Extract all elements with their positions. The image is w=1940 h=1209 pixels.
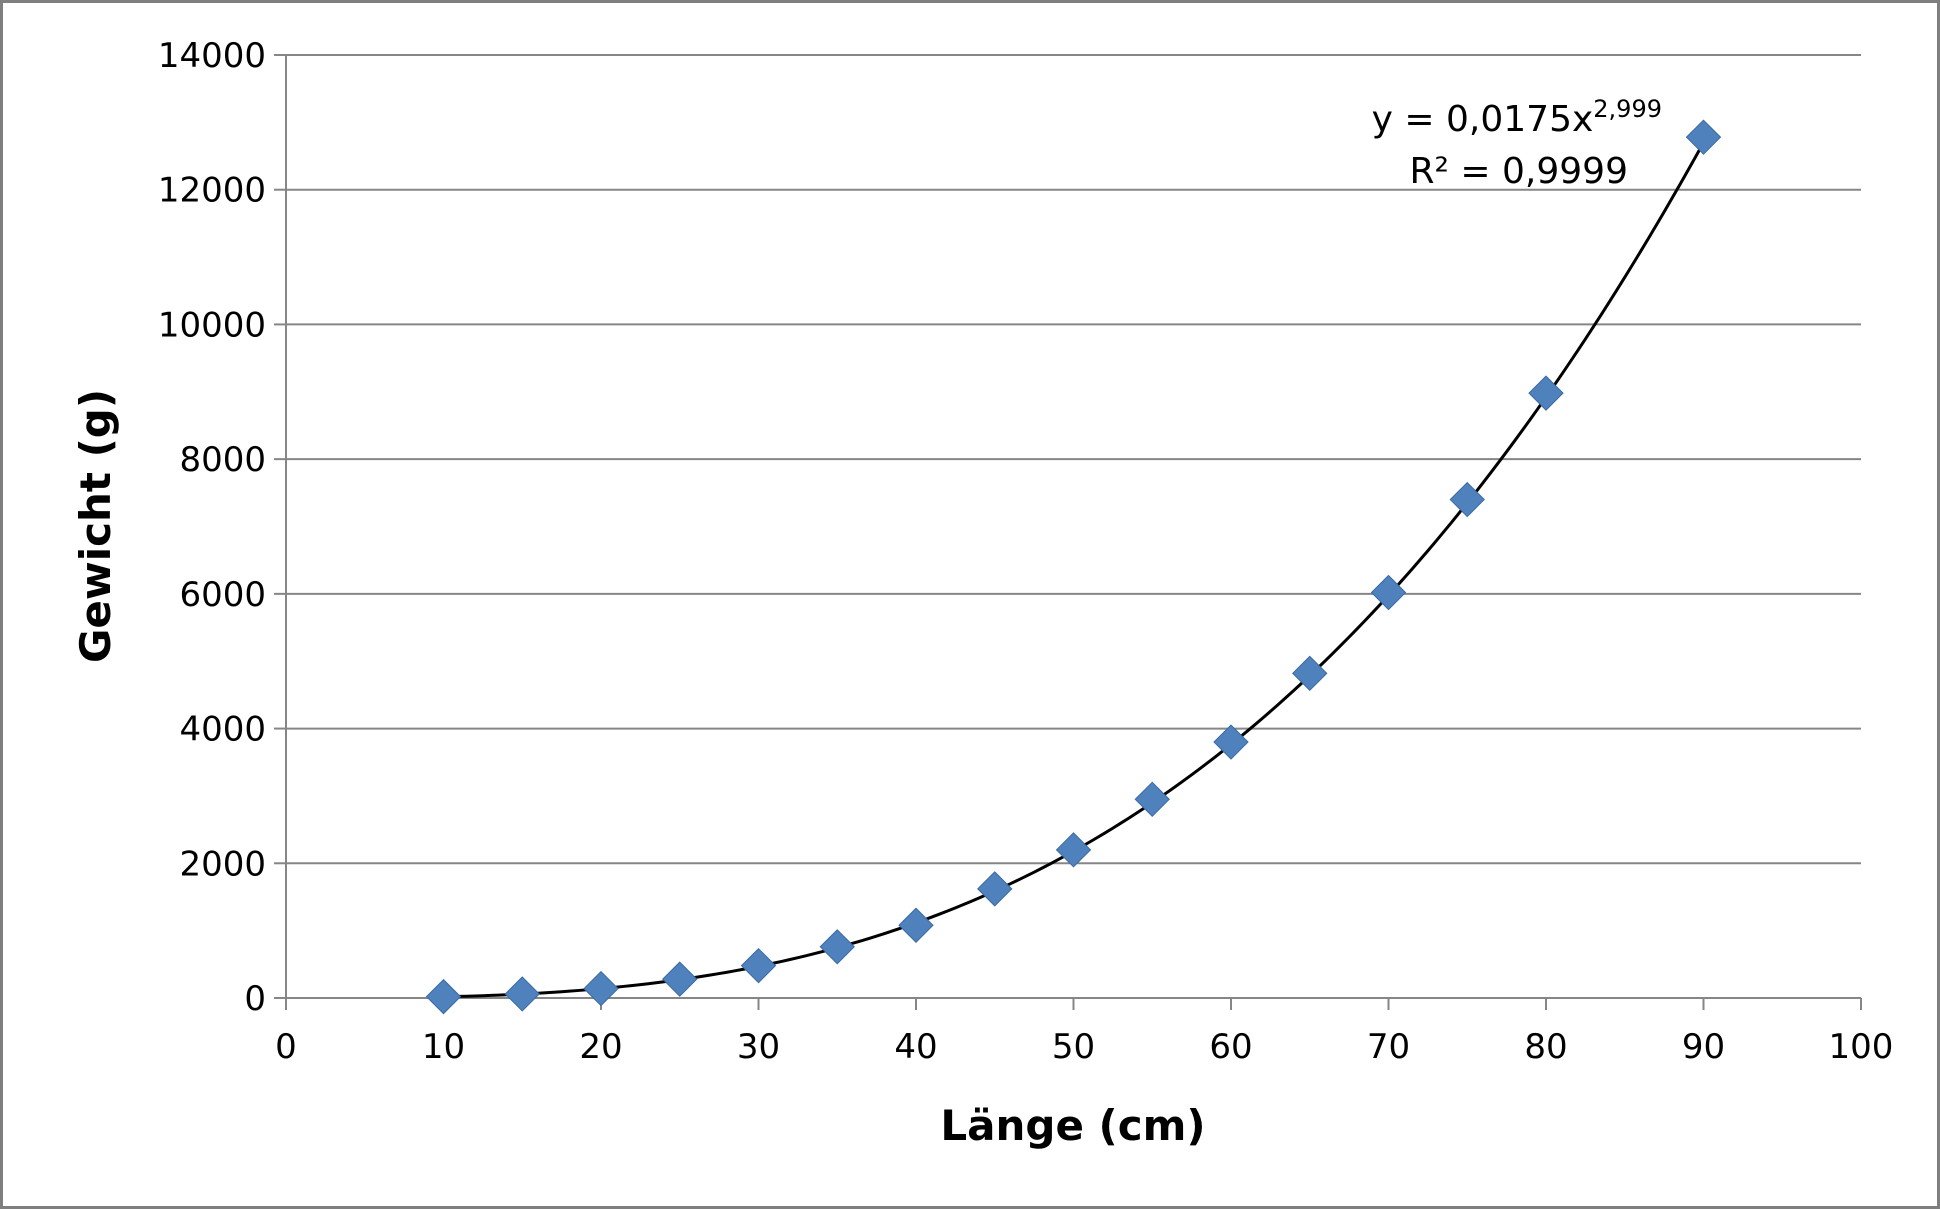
x-tick-label: 90 [1682, 1027, 1725, 1067]
scatter-chart: 0 2000 4000 6000 8000 10000 12000 14000 0 10 20 30 4… [71, 36, 1894, 1150]
data-point [1370, 574, 1407, 611]
data-point [662, 961, 698, 997]
trendline-r-squared: R² = 0,9999 [1410, 151, 1628, 192]
trendline-equation: y = 0,0175x2,999 [1372, 95, 1662, 140]
data-points [425, 119, 1722, 1015]
data-point [504, 976, 540, 1012]
y-tick-label: 6000 [179, 575, 266, 615]
y-tick-label: 14000 [158, 36, 266, 76]
axes [274, 54, 1862, 1010]
data-point [1134, 781, 1170, 818]
data-point [1449, 481, 1485, 518]
x-tick-label: 20 [579, 1027, 622, 1067]
data-point [1685, 119, 1722, 155]
y-tick-label: 0 [244, 979, 266, 1019]
x-tick-label: 70 [1367, 1027, 1410, 1067]
x-tick-label: 50 [1052, 1027, 1095, 1067]
x-tick-label: 40 [894, 1027, 937, 1067]
x-tick-label: 80 [1524, 1027, 1567, 1067]
x-tick-label: 100 [1829, 1027, 1894, 1067]
y-tick-label: 12000 [158, 171, 266, 211]
y-tick-label: 10000 [158, 305, 266, 345]
data-point [1292, 655, 1328, 692]
x-tick-label: 10 [422, 1027, 465, 1067]
data-point [1213, 724, 1249, 760]
data-point [1528, 375, 1564, 411]
y-tick-label: 8000 [179, 440, 266, 480]
x-tick-label: 60 [1209, 1027, 1252, 1067]
data-point [977, 871, 1013, 907]
trendline-equation-exponent: 2,999 [1593, 95, 1662, 123]
grid-lines [286, 54, 1861, 865]
trendline-equation-base: y = 0,0175x [1372, 99, 1594, 140]
data-point [740, 947, 777, 984]
y-axis-title: Gewicht (g) [71, 389, 120, 663]
data-point [819, 929, 855, 965]
data-point [1055, 832, 1092, 868]
y-tick-label: 4000 [179, 710, 266, 750]
data-point [583, 970, 619, 1007]
data-point [898, 907, 934, 943]
x-axis-title: Länge (cm) [940, 1101, 1205, 1150]
x-tick-label: 30 [737, 1027, 780, 1067]
tick-labels: 0 2000 4000 6000 8000 10000 12000 14000 0 10 20 30 4… [158, 36, 1894, 1067]
x-tick-label: 0 [275, 1027, 297, 1067]
trendline [443, 141, 1705, 999]
y-tick-label: 2000 [179, 844, 266, 884]
trendline-curve [443, 141, 1705, 999]
data-point [425, 978, 462, 1015]
